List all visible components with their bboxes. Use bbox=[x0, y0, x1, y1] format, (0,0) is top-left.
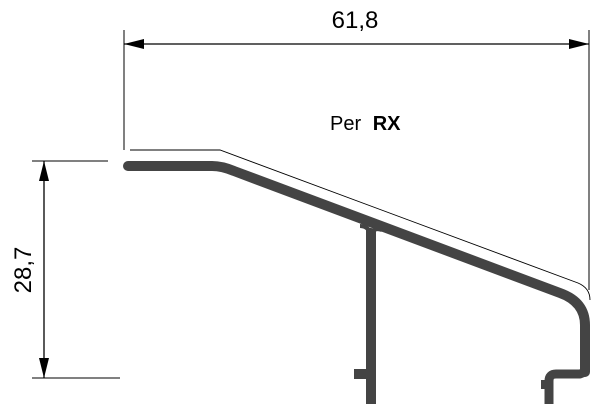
profile-top-surface bbox=[123, 161, 590, 377]
profile-stem-fillet bbox=[359, 224, 383, 241]
width-dimension-value: 61,8 bbox=[332, 7, 379, 34]
model-label-prefix: Per bbox=[330, 113, 361, 135]
model-label-name: RX bbox=[373, 113, 401, 135]
model-label: Per RX bbox=[330, 113, 401, 135]
profile-end-hook bbox=[544, 367, 587, 404]
height-dimension-value: 28,7 bbox=[10, 247, 37, 294]
profile-end-tab bbox=[541, 380, 551, 389]
outer-contour-line bbox=[130, 149, 591, 301]
profile-stem-tab bbox=[354, 369, 368, 379]
